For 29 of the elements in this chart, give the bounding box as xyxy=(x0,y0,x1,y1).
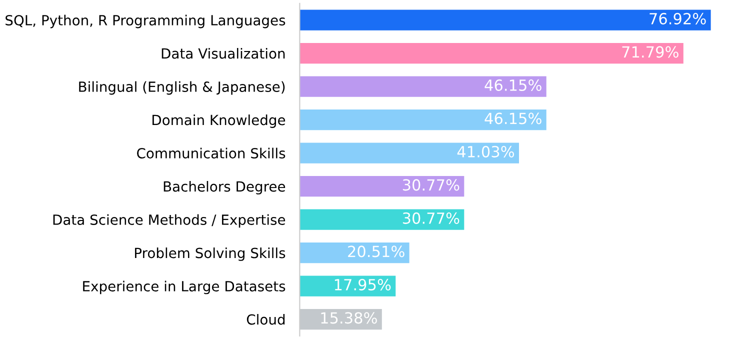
y-tick-label: Cloud xyxy=(246,314,285,325)
bar xyxy=(300,209,464,230)
data-label: 41.03% xyxy=(457,146,514,158)
bar xyxy=(300,142,519,164)
bar xyxy=(300,276,396,296)
y-tick-label: Communication Skills xyxy=(137,148,286,158)
y-tick-label: Experience in Large Datasets xyxy=(83,280,286,294)
bar xyxy=(300,76,546,97)
data-label: 30.77% xyxy=(402,212,460,224)
data-label: 46.15% xyxy=(484,79,542,91)
data-label: 46.15% xyxy=(484,112,542,124)
data-label: 20.51% xyxy=(348,246,404,258)
bar xyxy=(300,42,684,64)
data-label: 15.38% xyxy=(321,312,377,324)
data-label: 17.95% xyxy=(334,278,391,290)
data-label: 76.92% xyxy=(650,12,706,24)
data-label: 30.77% xyxy=(402,179,460,191)
y-tick-label: Data Science Methods / Expertise xyxy=(53,214,286,228)
y-tick-label: SQL, Python, R Programming Languages xyxy=(6,14,286,28)
bar xyxy=(300,109,546,130)
data-label: 71.79% xyxy=(622,46,678,58)
y-tick-label: Bilingual (English & Japanese) xyxy=(79,81,285,95)
y-tick-label: Bachelors Degree xyxy=(164,180,286,194)
y-tick-label: Data Visualization xyxy=(162,48,285,59)
bar xyxy=(300,242,410,264)
bar xyxy=(300,10,711,30)
y-tick-label: Domain Knowledge xyxy=(152,114,286,128)
bar xyxy=(300,176,464,197)
y-tick-label: Problem Solving Skills xyxy=(135,247,286,261)
